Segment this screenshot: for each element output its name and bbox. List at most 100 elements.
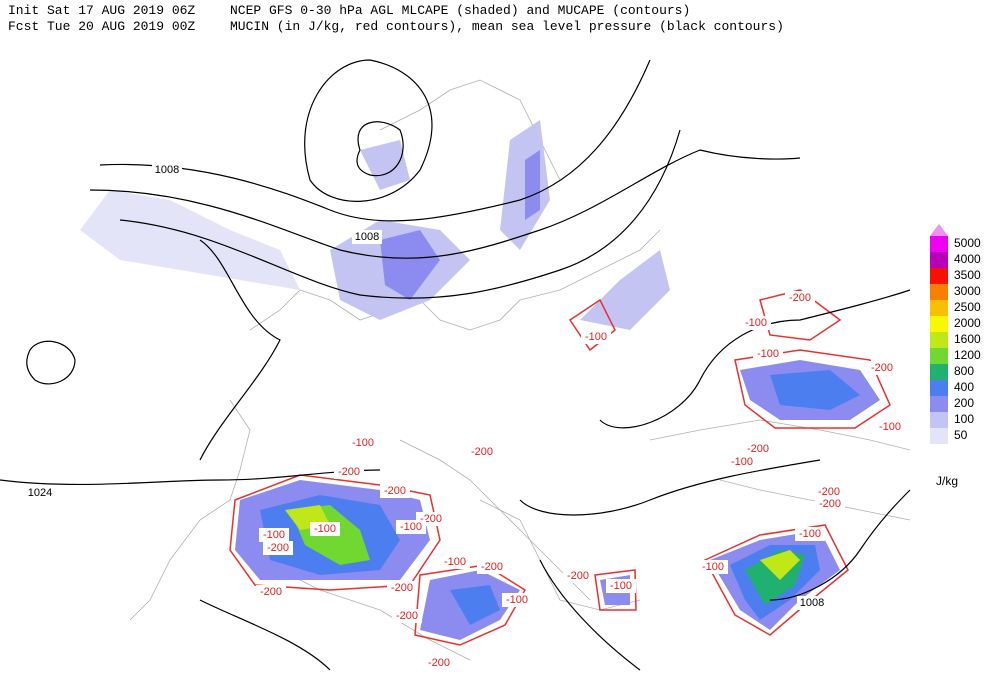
cin-label: -100 <box>745 317 767 329</box>
legend-swatch <box>930 268 948 284</box>
label-background <box>753 347 783 361</box>
legend-label: 400 <box>954 380 974 394</box>
cin-label: -100 <box>702 561 724 573</box>
legend-swatch <box>930 316 948 332</box>
label-background <box>502 593 532 607</box>
pressure-label: 1008 <box>800 597 824 609</box>
label-background <box>477 560 507 574</box>
legend-swatch <box>930 236 948 252</box>
label-background <box>396 520 426 534</box>
label-background <box>867 361 897 375</box>
label-background <box>263 541 293 555</box>
title-line: MUCIN (in J/kg, red contours), mean sea … <box>230 19 784 34</box>
label-background <box>25 486 55 500</box>
cin-label: -200 <box>396 610 418 622</box>
cin-label: -200 <box>747 443 769 455</box>
label-background <box>348 436 378 450</box>
cin-label: -200 <box>428 657 450 669</box>
coastlines <box>129 79 911 661</box>
cin-label: -100 <box>314 523 336 535</box>
label-background <box>152 163 182 177</box>
label-background <box>387 581 417 595</box>
cin-label: -100 <box>879 421 901 433</box>
cin-label: -200 <box>789 292 811 304</box>
label-background <box>814 485 844 499</box>
label-background <box>698 560 728 574</box>
label-background <box>563 569 593 583</box>
label-background <box>795 527 825 541</box>
legend-swatch <box>930 284 948 300</box>
cin-label: -200 <box>384 485 406 497</box>
cin-label: -200 <box>267 542 289 554</box>
cin-label: -100 <box>610 580 632 592</box>
legend-label: 3000 <box>954 284 981 298</box>
label-background <box>352 230 382 244</box>
label-background <box>797 596 827 610</box>
label-background <box>256 585 286 599</box>
legend-swatch <box>930 348 948 364</box>
legend-swatch <box>930 396 948 412</box>
legend-label: 1200 <box>954 348 981 362</box>
legend-label: 50 <box>954 428 968 442</box>
cin-label: -200 <box>871 362 893 374</box>
cin-label: -100 <box>585 331 607 343</box>
init-time: Init Sat 17 AUG 2019 06Z <box>8 3 195 18</box>
legend-label: 2500 <box>954 300 981 314</box>
legend-swatch <box>930 332 948 348</box>
cin-label: -100 <box>799 528 821 540</box>
legend-swatch <box>930 300 948 316</box>
label-background <box>727 455 757 469</box>
cin-label: -200 <box>567 570 589 582</box>
cin-label: -200 <box>481 561 503 573</box>
label-background <box>785 291 815 305</box>
cin-label: -200 <box>471 446 493 458</box>
label-background <box>581 330 611 344</box>
label-background <box>743 442 773 456</box>
label-background <box>380 484 410 498</box>
cin-label: -100 <box>731 456 753 468</box>
forecast-time: Fcst Tue 20 AUG 2019 00Z <box>8 19 195 34</box>
label-background <box>310 522 340 536</box>
legend-label: 100 <box>954 412 974 426</box>
label-background <box>334 465 364 479</box>
label-background <box>875 420 905 434</box>
label-background <box>741 316 771 330</box>
cin-label: -100 <box>400 521 422 533</box>
legend-label: 4000 <box>954 252 981 266</box>
cin-label: -200 <box>338 466 360 478</box>
legend-label: 800 <box>954 364 974 378</box>
pressure-label: 1024 <box>28 487 52 499</box>
title-line: NCEP GFS 0-30 hPa AGL MLCAPE (shaded) an… <box>230 3 690 18</box>
label-background <box>440 555 470 569</box>
legend-swatch <box>930 252 948 268</box>
cin-label: -100 <box>263 529 285 541</box>
pressure-label: 1008 <box>355 231 379 243</box>
legend-swatch <box>930 412 948 428</box>
legend-label: 200 <box>954 396 974 410</box>
label-background <box>467 445 497 459</box>
legend-label: 3500 <box>954 268 981 282</box>
label-background <box>424 656 454 670</box>
cin-label: -200 <box>260 586 282 598</box>
cin-label: -200 <box>391 582 413 594</box>
legend-swatch <box>930 428 948 444</box>
legend-swatch <box>930 380 948 396</box>
cin-label: -200 <box>819 498 841 510</box>
label-background <box>259 528 289 542</box>
legend-swatch <box>930 364 948 380</box>
cin-label: -100 <box>757 348 779 360</box>
pressure-label: 1008 <box>155 164 179 176</box>
cin-label: -100 <box>444 556 466 568</box>
legend-label: 1600 <box>954 332 981 346</box>
legend-label: 5000 <box>954 236 981 250</box>
legend-unit: J/kg <box>936 474 958 488</box>
legend-overflow-arrow <box>930 224 948 236</box>
cin-label: -200 <box>818 486 840 498</box>
slp-contours <box>0 59 911 671</box>
legend-label: 2000 <box>954 316 981 330</box>
label-background <box>815 497 845 511</box>
cin-label: -100 <box>506 594 528 606</box>
cin-label: -100 <box>352 437 374 449</box>
